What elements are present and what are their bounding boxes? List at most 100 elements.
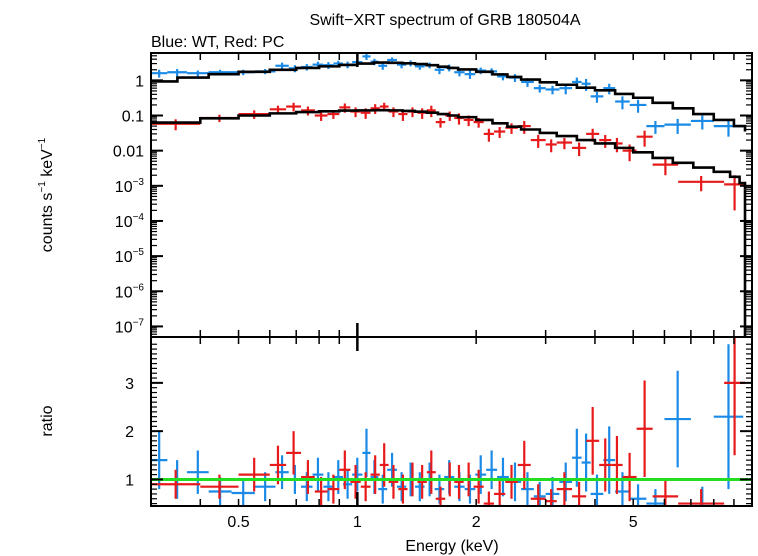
pc-ratio-point (530, 484, 546, 506)
wt-ratio-point (713, 344, 744, 490)
pc-spectrum-point (435, 117, 446, 128)
pc-ratio-point (599, 438, 612, 492)
pc-ratio-point (339, 450, 351, 490)
pc-ratio-point (505, 464, 518, 499)
spectrum-y-tick-label: 1 (135, 73, 144, 90)
spectrum-y-tick-label: 0.1 (122, 109, 144, 126)
ratio-y-tick-label: 3 (125, 376, 134, 393)
pc-ratio-point (622, 452, 637, 502)
wt-ratio-point (664, 370, 691, 468)
spectrum-y-tick-label: 0.01 (113, 144, 144, 161)
pc-ratio-point (388, 464, 399, 499)
pc-spectrum-point (426, 105, 436, 118)
pc-ratio-point (238, 457, 270, 492)
pc-ratio-point (586, 407, 600, 475)
wt-ratio-point (497, 457, 509, 497)
wt-spectrum-point (151, 69, 168, 78)
pc-ratio-point (556, 472, 573, 506)
pc-ratio-point (545, 489, 557, 506)
spectrum-plot-area (151, 53, 747, 337)
pc-ratio-point (360, 472, 371, 502)
wt-ratio-point (352, 457, 363, 492)
ratio-frame (150, 336, 753, 507)
pc-spectrum-point (151, 119, 201, 131)
wt-ratio-point (572, 428, 582, 487)
wt-ratio-point (323, 472, 334, 502)
wt-ratio-point (486, 450, 498, 490)
pc-ratio-point (417, 464, 427, 499)
x-tick-label: 5 (629, 514, 638, 531)
wt-ratio-point (254, 472, 276, 502)
wt-spectrum-point (545, 85, 560, 95)
wt-spectrum-point (533, 84, 546, 93)
pc-spectrum-point (314, 111, 328, 121)
spectrum-y-axis-label: counts s−1 keV−1 (37, 137, 56, 252)
pc-ratio-point (350, 464, 361, 499)
pc-ratio-point (454, 464, 464, 499)
pc-spectrum-point (611, 137, 623, 153)
wt-ratio-point (475, 455, 487, 494)
wt-ratio-point (396, 472, 407, 502)
ratio-panel (150, 336, 753, 507)
pc-spectrum-point (350, 107, 361, 118)
spectrum-panel (150, 52, 753, 338)
wt-spectrum-point (581, 78, 591, 91)
chart-subtitle: Blue: WT, Red: PC (151, 34, 284, 51)
ratio-y-tick-label: 2 (125, 424, 134, 441)
wt-ratio-point (362, 428, 371, 478)
spectrum-y-tick-labels: 1 0.1 0.01 10−3 10−4 10−5 10−6 10−7 (113, 73, 145, 336)
wt-spectrum-point (664, 118, 691, 134)
pc-spectrum-point (286, 102, 302, 112)
spectrum-y-tick-label: 10−7 (115, 317, 145, 336)
pc-spectrum-point (483, 128, 495, 142)
wt-ratio-point (581, 433, 591, 492)
pc-ratio-point (494, 479, 506, 506)
wt-ratio-point (533, 481, 546, 506)
pc-ratio-point (151, 469, 201, 499)
wt-spectrum-point (690, 115, 714, 130)
wt-ratio-point (231, 480, 255, 506)
spectrum-y-tick-label: 10−5 (115, 247, 145, 266)
wt-spectrum-point (167, 69, 187, 77)
pc-ratio-point (435, 486, 446, 506)
pc-ratio-point (370, 455, 380, 494)
pc-ratio-point (611, 435, 623, 494)
ratio-plot-area (151, 337, 752, 506)
spectrum-y-tick-label: 10−6 (115, 282, 145, 301)
pc-spectrum-point (724, 175, 746, 211)
pc-ratio-point (269, 445, 287, 485)
pc-ratio-point (572, 481, 587, 506)
pc-spectrum-point (545, 139, 557, 153)
wt-ratio-point (521, 472, 534, 506)
spectrum-axis-ticks (150, 52, 753, 338)
wt-spectrum-point (186, 70, 209, 77)
pc-ratio-point (517, 440, 531, 490)
wt-spectrum-point (713, 119, 744, 137)
pc-spectrum-point (530, 134, 546, 148)
wt-ratio-point (646, 489, 665, 506)
wt-spectrum-point (464, 70, 476, 79)
wt-ratio-point (186, 450, 209, 494)
pc-spectrum-point (652, 158, 679, 176)
wt-ratio-point (559, 462, 573, 502)
pc-ratio-point (301, 460, 315, 494)
x-tick-labels: 0.5 1 2 5 (227, 514, 637, 531)
spectrum-y-tick-label: 10−4 (115, 212, 145, 231)
spectrum-frame (150, 52, 753, 338)
pc-spectrum-point (494, 127, 506, 138)
spectrum-y-label-mid: keV (39, 149, 56, 181)
spectrum-y-label-sup2: −1 (37, 137, 48, 149)
pc-spectrum-point (556, 137, 573, 150)
pc-ratio-point (483, 491, 495, 506)
pc-spectrum-point (388, 107, 399, 118)
x-tick-label: 1 (353, 514, 362, 531)
wt-ratio-point (690, 486, 714, 506)
pc-ratio-point (314, 477, 328, 506)
pc-ratio-point (636, 380, 653, 478)
wt-spectrum-point (590, 91, 604, 103)
x-tick-label: 0.5 (227, 514, 249, 531)
spectrum-y-label-main: counts s (39, 193, 56, 253)
pc-spectrum-point (599, 134, 612, 148)
pc-ratio-point (678, 489, 725, 506)
